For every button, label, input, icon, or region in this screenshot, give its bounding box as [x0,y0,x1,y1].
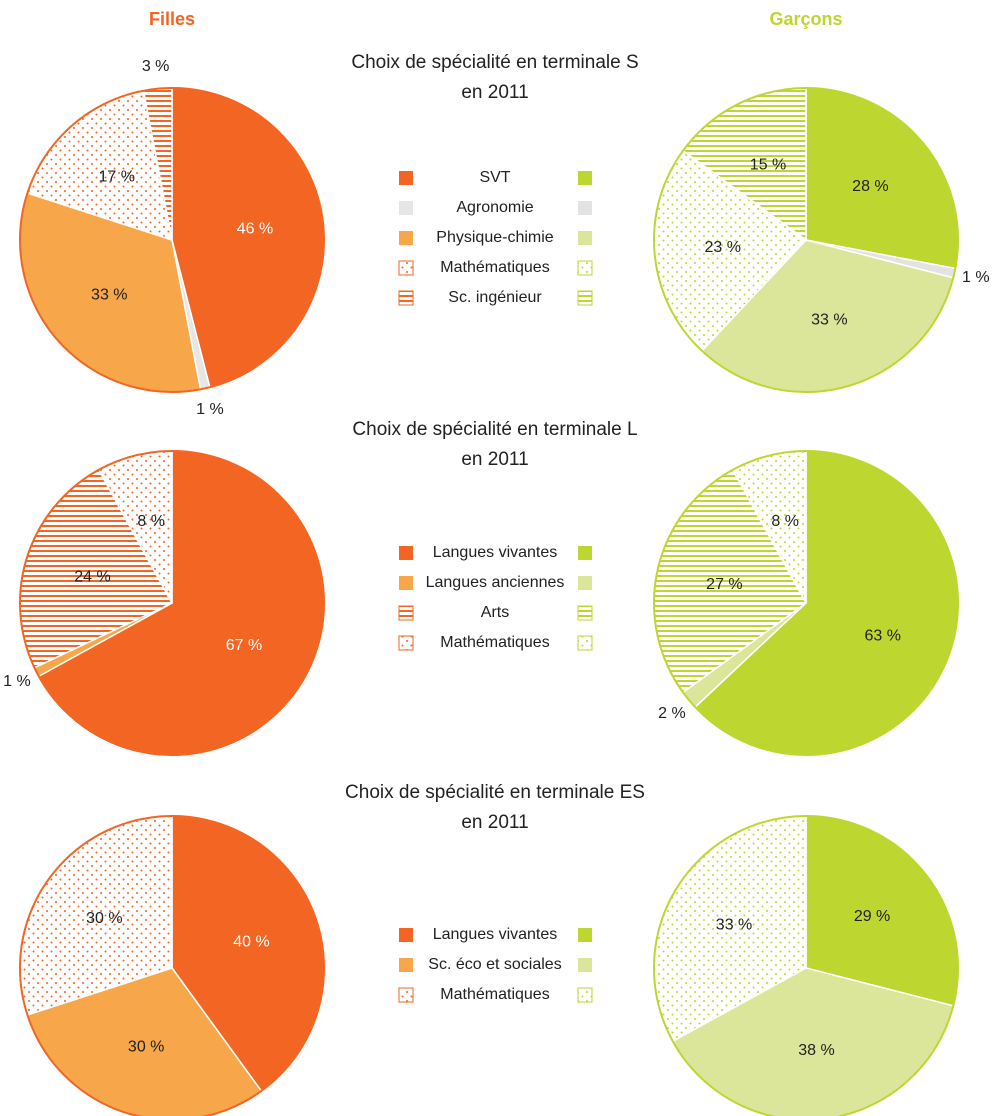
chart-title: Choix de spécialité en terminale L [352,419,637,440]
pie-outline [653,815,959,1116]
legend-swatch [578,958,592,972]
data-label: 63 % [864,627,900,644]
legend-label: Langues vivantes [433,544,558,561]
legend-label: Arts [481,604,509,621]
legend-swatch [399,171,413,185]
legend-swatch [399,201,413,215]
legend-label: Mathématiques [440,986,549,1003]
legend-swatch [577,605,593,621]
legend-label: Mathématiques [440,259,549,276]
data-label: 28 % [852,178,888,195]
legend-label: Agronomie [456,199,533,216]
chart-title: en 2011 [461,812,528,833]
data-label: 1 % [3,673,31,690]
legend-swatch [398,605,414,621]
column-header: Filles [149,9,195,29]
legend-swatch [399,928,413,942]
chart-title: en 2011 [461,449,528,470]
legend-swatch [399,958,413,972]
data-label: 30 % [86,910,122,927]
legend-swatch [577,635,593,651]
data-label: 15 % [750,157,786,174]
column-header: Garçons [769,9,842,29]
pie-outline [653,450,959,756]
legend-swatch [578,201,592,215]
legend-swatch [398,290,414,306]
legend-swatch [577,290,593,306]
legend-swatch [399,231,413,245]
data-label: 1 % [962,269,990,286]
legend-label: Mathématiques [440,634,549,651]
chart-title: Choix de spécialité en terminale S [351,52,638,73]
data-label: 33 % [811,311,847,328]
legend-label: Sc. éco et sociales [428,956,561,973]
legend-label: Physique-chimie [436,229,553,246]
legend-label: Sc. ingénieur [448,289,542,306]
data-label: 27 % [706,576,742,593]
legend-swatch [578,576,592,590]
legend-swatch [398,260,414,276]
data-label: 29 % [854,908,890,925]
data-label: 1 % [196,401,224,418]
legend-swatch [398,635,414,651]
data-label: 33 % [716,917,752,934]
data-label: 17 % [98,169,134,186]
data-label: 67 % [226,637,262,654]
legend-swatch [399,546,413,560]
legend-swatch [398,987,414,1003]
data-label: 30 % [128,1039,164,1056]
legend-swatch [577,987,593,1003]
chart-title: en 2011 [461,82,528,103]
legend-swatch [577,260,593,276]
data-label: 33 % [91,287,127,304]
pie-outline [19,815,325,1116]
legend-swatch [578,928,592,942]
pie-outline [19,450,325,756]
legend-swatch [578,231,592,245]
data-label: 2 % [658,705,686,722]
data-label: 24 % [74,568,110,585]
data-label: 40 % [233,933,269,950]
pie-outline [653,87,959,393]
legend-label: Langues anciennes [426,574,565,591]
data-label: 23 % [705,239,741,256]
pie-outline [19,87,325,393]
legend-label: Langues vivantes [433,926,558,943]
data-label: 38 % [798,1042,834,1059]
data-label: 8 % [771,513,799,530]
data-label: 3 % [142,58,170,75]
data-label: 8 % [137,513,165,530]
data-label: 46 % [237,221,273,238]
legend-swatch [399,576,413,590]
legend-swatch [578,546,592,560]
legend-swatch [578,171,592,185]
chart-title: Choix de spécialité en terminale ES [345,782,645,803]
legend-label: SVT [479,169,510,186]
